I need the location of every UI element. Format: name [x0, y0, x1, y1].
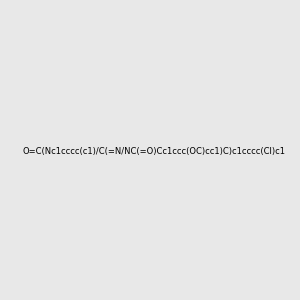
Text: O=C(Nc1cccc(c1)/C(=N/NC(=O)Cc1ccc(OC)cc1)C)c1cccc(Cl)c1: O=C(Nc1cccc(c1)/C(=N/NC(=O)Cc1ccc(OC)cc1… — [22, 147, 285, 156]
